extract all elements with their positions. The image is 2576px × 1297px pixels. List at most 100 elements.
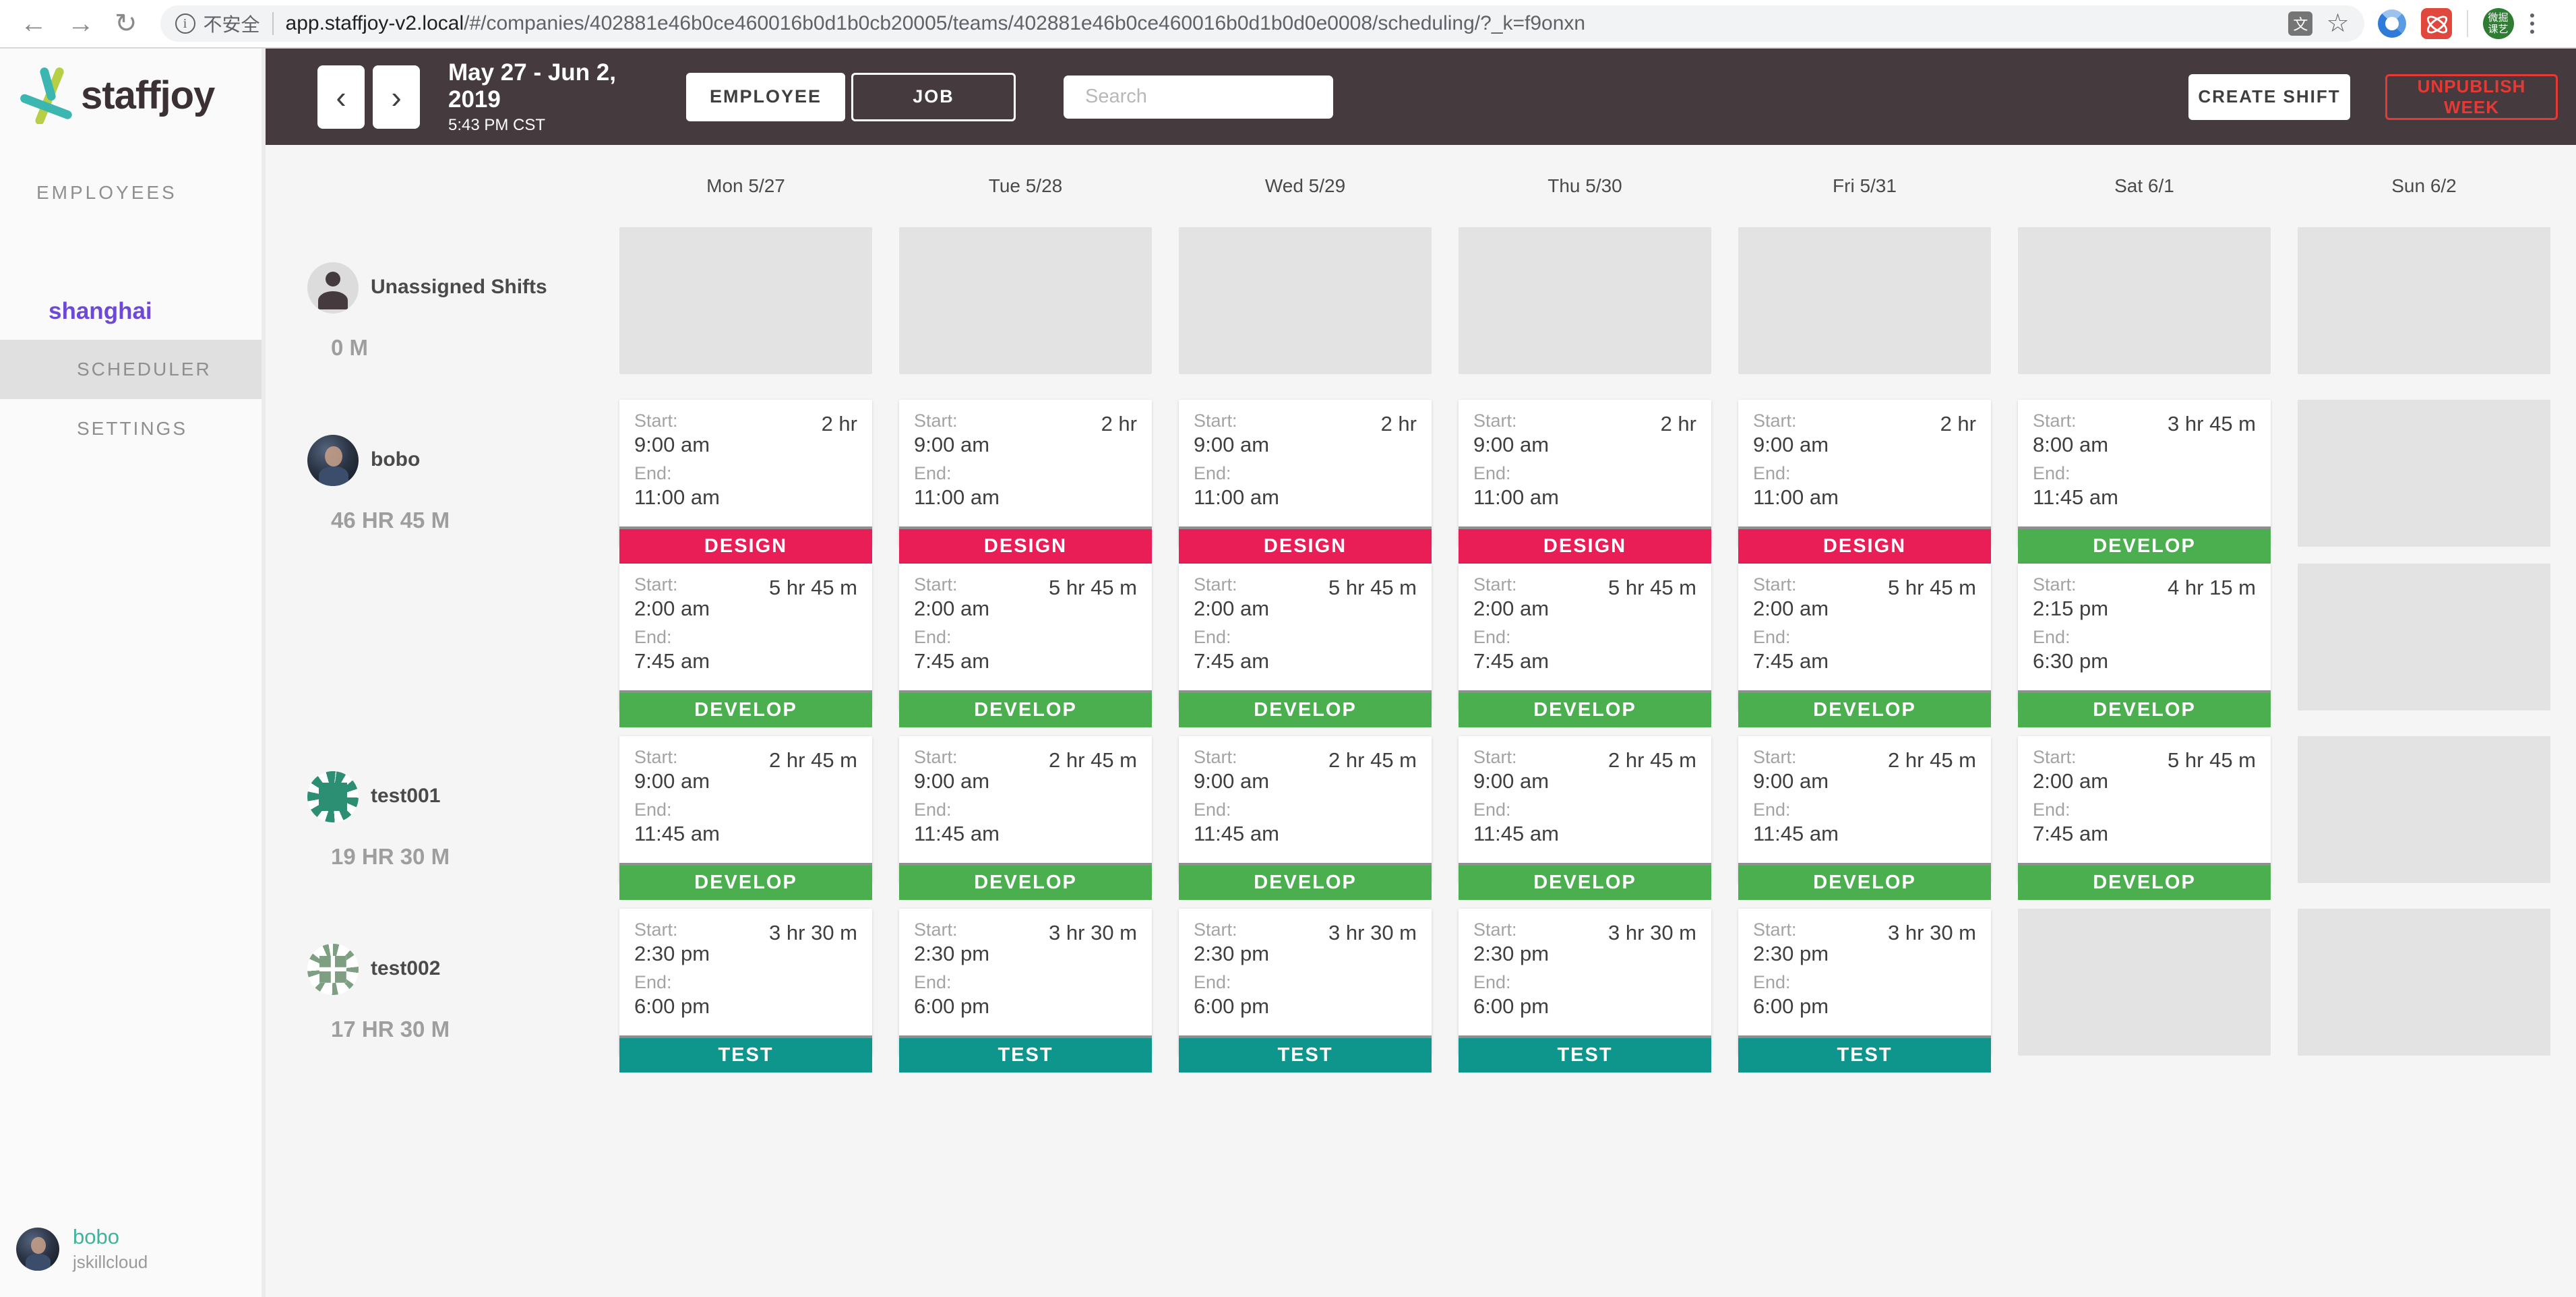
shift-card[interactable]: Start: 9:00 am End: 11:45 am 2 hr 45 m D… [1179, 736, 1432, 900]
shift-start-time: 9:00 am [1194, 433, 1270, 456]
user-avatar [16, 1227, 59, 1271]
shift-end-time: 6:00 pm [1473, 994, 1550, 1018]
shift-card[interactable]: Start: 2:30 pm End: 6:00 pm 3 hr 30 m TE… [619, 909, 872, 1073]
shift-card-body: Start: 2:30 pm End: 6:00 pm 3 hr 30 m [619, 909, 872, 1035]
shift-end-label: End: [914, 627, 952, 647]
week-range-label: May 27 - Jun 2, 2019 [448, 59, 616, 113]
shift-card[interactable]: Start: 2:00 am End: 7:45 am 5 hr 45 m DE… [619, 564, 872, 727]
employee-row-label: Unassigned Shifts 0 M [266, 227, 592, 374]
forward-icon[interactable]: → [67, 9, 94, 38]
security-label[interactable]: 不安全 [203, 14, 260, 35]
shift-card-body: Start: 2:00 am End: 7:45 am 5 hr 45 m [1459, 564, 1711, 690]
browser-menu-icon[interactable] [2529, 13, 2534, 34]
shift-card[interactable]: Start: 9:00 am End: 11:45 am 2 hr 45 m D… [899, 736, 1152, 900]
shift-start-label: Start: [1753, 747, 1797, 767]
shift-card[interactable]: Start: 2:30 pm End: 6:00 pm 3 hr 30 m TE… [1459, 909, 1711, 1073]
shift-end-label: End: [1473, 463, 1511, 483]
day-cell: Start: 9:00 am End: 11:45 am 2 hr 45 m D… [619, 736, 872, 900]
search-box[interactable] [1064, 75, 1339, 119]
shift-card[interactable]: Start: 9:00 am End: 11:00 am 2 hr DESIGN [619, 400, 872, 564]
shift-card[interactable]: Start: 2:30 pm End: 6:00 pm 3 hr 30 m TE… [899, 909, 1152, 1073]
employee-avatar [307, 262, 359, 313]
shift-end-time: 7:45 am [914, 649, 990, 673]
shift-end-time: 6:00 pm [914, 994, 990, 1018]
schedule-row: bobo 46 HR 45 M Start: 9:00 am End: 11:0… [266, 400, 2576, 727]
shift-start-time: 2:00 am [914, 597, 990, 620]
create-shift-button[interactable]: CREATE SHIFT [2188, 73, 2350, 120]
shift-duration: 2 hr [1940, 412, 1976, 435]
shift-start-label: Start: [914, 574, 958, 595]
shift-duration: 4 hr 15 m [2168, 576, 2256, 599]
url-bar[interactable]: i 不安全 app.staffjoy-v2.local/#/companies/… [160, 5, 2364, 42]
shift-card[interactable]: Start: 2:00 am End: 7:45 am 5 hr 45 m DE… [1179, 564, 1432, 727]
day-cell: Start: 9:00 am End: 11:45 am 2 hr 45 m D… [1179, 736, 1432, 900]
day-cell: Start: 9:00 am End: 11:00 am 2 hr DESIGN… [1179, 400, 1432, 727]
shift-end-time: 11:45 am [634, 822, 720, 845]
sidebar-team-name[interactable]: shanghai [49, 298, 152, 324]
day-cell: Start: 9:00 am End: 11:00 am 2 hr DESIGN… [899, 400, 1152, 727]
day-cell: Start: 2:30 pm End: 6:00 pm 3 hr 30 m TE… [1459, 909, 1711, 1073]
empty-shift-slot [2018, 909, 2271, 1056]
extension-green-icon[interactable]: 微掘 课艺 [2482, 8, 2514, 39]
shift-card[interactable]: Start: 2:00 am End: 7:45 am 5 hr 45 m DE… [2018, 736, 2271, 900]
shift-job-bar: TEST [1179, 1035, 1432, 1073]
sidebar-item-scheduler[interactable]: SCHEDULER [0, 340, 262, 399]
info-icon[interactable]: i [175, 13, 195, 34]
job-view-toggle[interactable]: JOB [851, 72, 1016, 121]
shift-card[interactable]: Start: 9:00 am End: 11:00 am 2 hr DESIGN [899, 400, 1152, 564]
shift-card-body: Start: 2:00 am End: 7:45 am 5 hr 45 m [899, 564, 1152, 690]
shift-card-body: Start: 9:00 am End: 11:00 am 2 hr [1459, 400, 1711, 526]
shift-card[interactable]: Start: 9:00 am End: 11:00 am 2 hr DESIGN [1459, 400, 1711, 564]
day-cell [2298, 227, 2550, 374]
shift-card[interactable]: Start: 9:00 am End: 11:00 am 2 hr DESIGN [1738, 400, 1991, 564]
shift-card[interactable]: Start: 2:00 am End: 7:45 am 5 hr 45 m DE… [1738, 564, 1991, 727]
sidebar-item-settings[interactable]: SETTINGS [77, 418, 188, 439]
shift-card[interactable]: Start: 2:00 am End: 7:45 am 5 hr 45 m DE… [899, 564, 1152, 727]
user-org: jskillcloud [73, 1252, 148, 1272]
shift-card[interactable]: Start: 8:00 am End: 11:45 am 3 hr 45 m D… [2018, 400, 2271, 564]
shift-start-label: Start: [1753, 574, 1797, 595]
bookmark-star-icon[interactable]: ☆ [2326, 9, 2350, 38]
shift-start-label: Start: [1473, 919, 1517, 940]
shift-job-bar: DEVELOP [2018, 863, 2271, 900]
shift-end-label: End: [1473, 627, 1511, 647]
shift-card[interactable]: Start: 9:00 am End: 11:00 am 2 hr DESIGN [1179, 400, 1432, 564]
shift-end-time: 11:45 am [1473, 822, 1559, 845]
shift-card[interactable]: Start: 9:00 am End: 11:45 am 2 hr 45 m D… [1459, 736, 1711, 900]
shift-duration: 5 hr 45 m [1888, 576, 1976, 599]
shift-end-time: 11:00 am [1473, 485, 1559, 509]
shift-card[interactable]: Start: 2:30 pm End: 6:00 pm 3 hr 30 m TE… [1738, 909, 1991, 1073]
shift-job-bar: DEVELOP [899, 690, 1152, 727]
shift-card[interactable]: Start: 2:15 pm End: 6:30 pm 4 hr 15 m DE… [2018, 564, 2271, 727]
shift-card-body: Start: 2:00 am End: 7:45 am 5 hr 45 m [619, 564, 872, 690]
shift-card[interactable]: Start: 2:30 pm End: 6:00 pm 3 hr 30 m TE… [1179, 909, 1432, 1073]
shift-card[interactable]: Start: 9:00 am End: 11:45 am 2 hr 45 m D… [619, 736, 872, 900]
shift-end-time: 7:45 am [1473, 649, 1550, 673]
employee-avatar [307, 944, 359, 995]
unpublish-week-button[interactable]: UNPUBLISH WEEK [2385, 73, 2558, 120]
shift-start-time: 2:00 am [1473, 597, 1550, 620]
translate-icon[interactable]: 文 [2288, 11, 2313, 36]
shift-end-label: End: [1473, 972, 1511, 992]
sidebar-user[interactable]: bobo jskillcloud [16, 1225, 148, 1273]
staffjoy-logo[interactable]: staffjoy [0, 49, 262, 124]
shift-end-label: End: [914, 800, 952, 820]
shift-end-label: End: [914, 463, 952, 483]
extension-red-icon[interactable] [2420, 8, 2452, 39]
previous-week-button[interactable]: ‹ [317, 65, 365, 129]
employee-view-toggle[interactable]: EMPLOYEE [686, 72, 845, 121]
search-input[interactable] [1085, 86, 1339, 108]
shift-card-body: Start: 9:00 am End: 11:00 am 2 hr [1179, 400, 1432, 526]
sidebar-item-employees[interactable]: EMPLOYEES [36, 182, 177, 203]
url-text[interactable]: app.staffjoy-v2.local/#/companies/402881… [286, 12, 2281, 35]
shift-card[interactable]: Start: 9:00 am End: 11:45 am 2 hr 45 m D… [1738, 736, 1991, 900]
shift-end-label: End: [634, 627, 672, 647]
shift-start-time: 9:00 am [634, 433, 710, 456]
reload-icon[interactable]: ↻ [115, 9, 137, 38]
extension-blue-icon[interactable] [2377, 9, 2406, 38]
back-icon[interactable]: ← [20, 9, 47, 38]
shift-job-bar: DEVELOP [899, 863, 1152, 900]
shift-card[interactable]: Start: 2:00 am End: 7:45 am 5 hr 45 m DE… [1459, 564, 1711, 727]
next-week-button[interactable]: › [373, 65, 420, 129]
shift-card-body: Start: 9:00 am End: 11:00 am 2 hr [899, 400, 1152, 526]
